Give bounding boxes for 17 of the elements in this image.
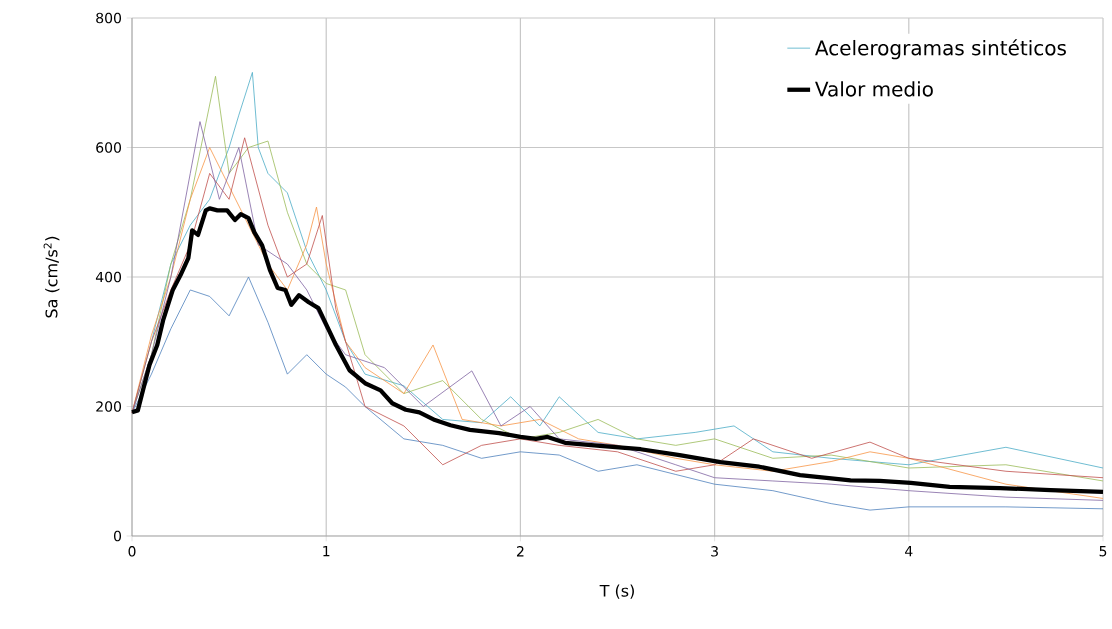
x-tick-label: 4 [905, 546, 913, 557]
x-tick-label: 3 [711, 546, 718, 557]
x-tick-label: 1 [323, 546, 330, 557]
y-tick-label: 800 [96, 12, 122, 24]
y-tick-label: 400 [95, 271, 122, 283]
legend-label: Valor medio [815, 81, 933, 97]
x-tick-label: 0 [128, 546, 136, 557]
y-tick-label: 600 [96, 142, 122, 153]
legend-label: Acelerogramas sintéticos [815, 39, 1066, 60]
line-series [131, 276, 1104, 511]
y-tick-label: 200 [96, 401, 122, 412]
y-tick-label: 0 [113, 530, 122, 542]
x-tick-label: 2 [516, 546, 524, 557]
line-series [129, 206, 1106, 495]
x-axis-title: T (s) [599, 584, 634, 599]
y-axis-title: Sa (cm/s$^{2}$) [43, 236, 60, 318]
x-tick-label: 5 [1099, 546, 1107, 557]
